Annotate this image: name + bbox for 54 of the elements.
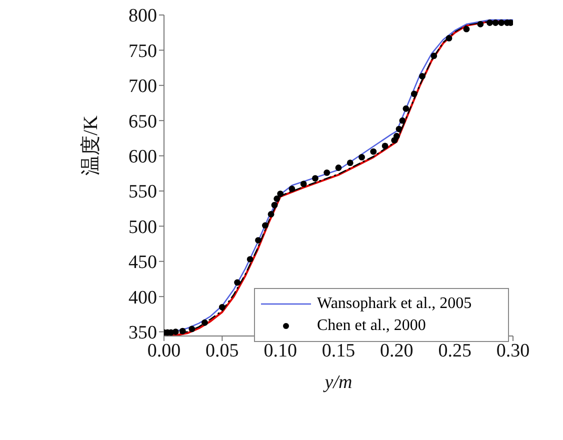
point	[498, 20, 505, 26]
point	[430, 52, 438, 60]
y-tick-label: 500	[128, 216, 157, 238]
point	[446, 35, 452, 42]
point	[255, 237, 262, 244]
point	[271, 202, 278, 208]
point	[179, 328, 186, 334]
point	[370, 148, 377, 155]
y-tick-label: 400	[128, 287, 157, 308]
point	[477, 20, 484, 28]
legend-label: Chen et al., 2000	[317, 317, 426, 335]
x-tick-label: 0.10	[264, 340, 297, 362]
point	[218, 304, 226, 310]
point	[324, 169, 330, 176]
point	[172, 328, 179, 335]
point	[288, 186, 296, 192]
y-tick-label: 450	[128, 252, 157, 274]
point	[410, 90, 418, 98]
point	[492, 20, 499, 26]
point	[486, 20, 493, 26]
point	[234, 279, 240, 286]
point	[188, 326, 196, 332]
y-tick-label: 600	[128, 146, 157, 168]
point	[262, 222, 268, 229]
y-tick-label: 800	[128, 6, 157, 27]
y-tick-label: 750	[128, 40, 157, 62]
point	[382, 142, 388, 150]
point	[393, 132, 400, 140]
point	[300, 180, 307, 188]
point	[274, 196, 280, 202]
x-axis-title: y/m	[322, 372, 352, 393]
y-axis-title: 温度/K	[80, 114, 102, 176]
point	[419, 73, 426, 80]
x-tick-label: 0.05	[206, 340, 239, 362]
point	[312, 175, 318, 182]
point	[335, 164, 342, 171]
y-tick-label: 650	[128, 111, 157, 132]
point	[402, 105, 410, 112]
point	[268, 211, 274, 218]
legend-label: Wansophark et al., 2005	[317, 295, 472, 313]
x-tick-label: 0.15	[322, 340, 356, 362]
x-tick-label: 0.20	[380, 340, 414, 362]
point	[358, 154, 365, 160]
x-tick-label: 0.30	[496, 340, 530, 362]
y-tick-label: 550	[128, 182, 157, 203]
point	[399, 117, 406, 124]
point	[202, 319, 208, 326]
point	[346, 160, 354, 166]
y-tick-label: 700	[128, 76, 157, 98]
point	[246, 256, 254, 262]
point	[463, 26, 470, 32]
point	[396, 126, 402, 132]
point	[277, 190, 284, 198]
x-tick-label: 0.25	[438, 340, 472, 362]
